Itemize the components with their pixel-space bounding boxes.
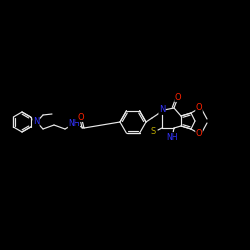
Text: NH: NH bbox=[166, 132, 178, 141]
Text: O: O bbox=[196, 130, 202, 138]
Text: O: O bbox=[196, 104, 202, 112]
Text: O: O bbox=[175, 92, 181, 102]
Text: NH: NH bbox=[68, 120, 80, 128]
Text: N: N bbox=[33, 118, 39, 126]
Text: N: N bbox=[159, 106, 165, 114]
Text: S: S bbox=[150, 128, 156, 136]
Text: O: O bbox=[78, 112, 84, 122]
